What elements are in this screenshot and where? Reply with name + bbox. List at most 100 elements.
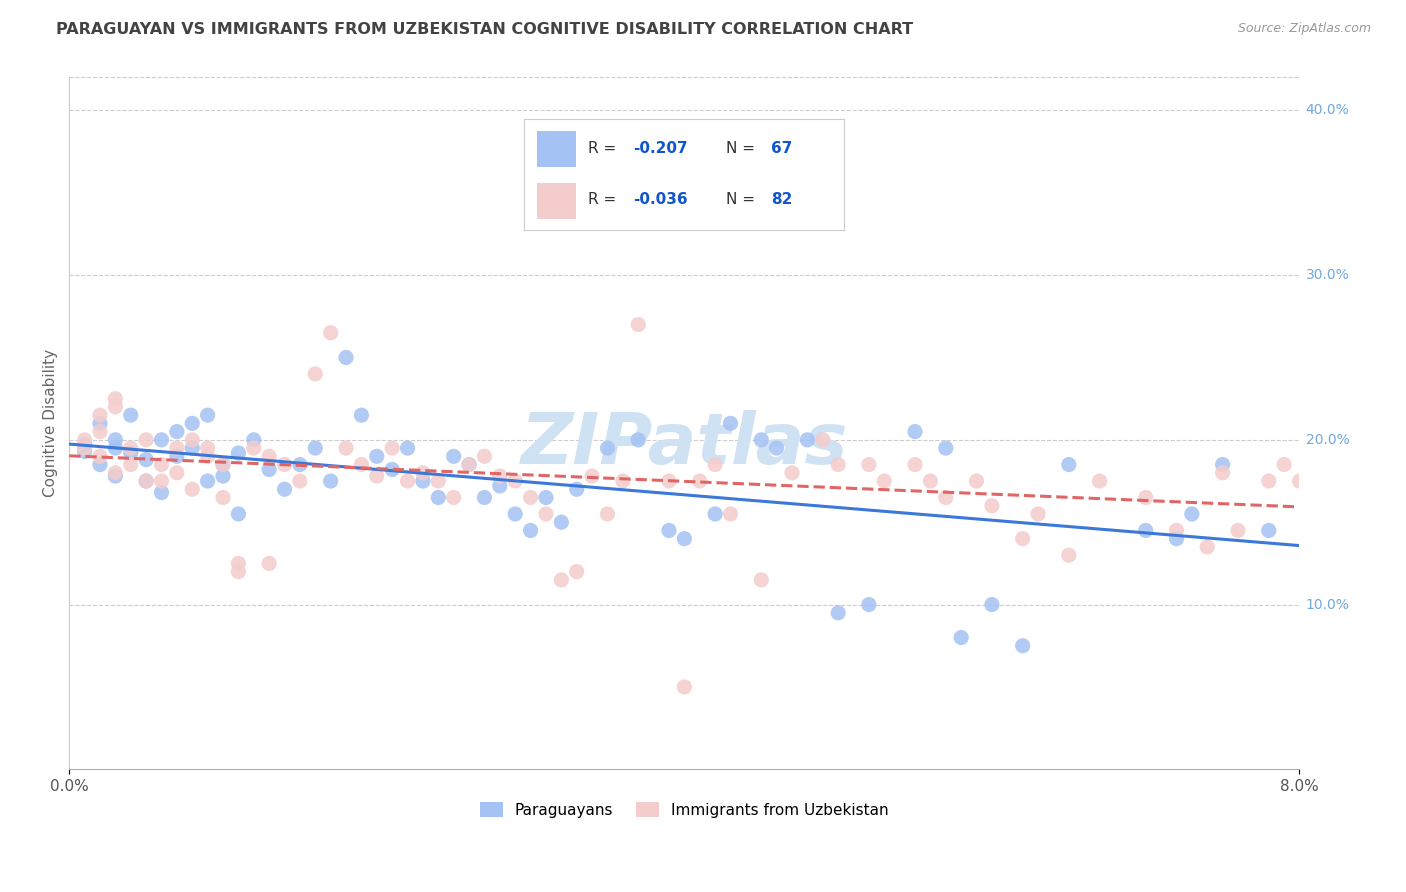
Point (858, 458, 880, 472)
Point (627, 318, 650, 332)
Point (550, 515, 572, 529)
Point (396, 441, 419, 455)
Point (89, 450, 111, 464)
Point (673, 532, 696, 546)
Point (181, 483, 204, 497)
Point (366, 469, 388, 483)
Point (534, 507, 557, 521)
Point (288, 458, 311, 472)
Point (242, 433, 264, 447)
Point (503, 474, 526, 488)
Text: 40.0%: 40.0% (1306, 103, 1350, 118)
Point (166, 441, 188, 455)
Point (1026, 507, 1049, 521)
Point (474, 491, 496, 505)
Point (920, 474, 942, 488)
Point (181, 433, 204, 447)
Point (335, 351, 357, 365)
Point (257, 450, 280, 464)
Point (135, 474, 157, 488)
Text: Source: ZipAtlas.com: Source: ZipAtlas.com (1237, 22, 1371, 36)
Point (273, 483, 295, 497)
Point (73, 433, 96, 447)
Point (104, 466, 127, 480)
Point (550, 573, 572, 587)
Point (904, 458, 927, 472)
Point (534, 491, 557, 505)
Point (581, 469, 603, 483)
Point (503, 507, 526, 521)
Point (89, 408, 111, 422)
Point (519, 524, 541, 538)
Point (304, 367, 326, 381)
Point (673, 169, 696, 184)
Point (765, 441, 787, 455)
Text: 10.0%: 10.0% (1306, 598, 1350, 612)
Point (565, 565, 588, 579)
Point (658, 524, 681, 538)
Point (443, 450, 465, 464)
Point (257, 462, 280, 476)
Legend: Paraguayans, Immigrants from Uzbekistan: Paraguayans, Immigrants from Uzbekistan (474, 796, 896, 824)
Point (197, 474, 219, 488)
Point (166, 450, 188, 464)
Text: PARAGUAYAN VS IMMIGRANTS FROM UZBEKISTAN COGNITIVE DISABILITY CORRELATION CHART: PARAGUAYAN VS IMMIGRANTS FROM UZBEKISTAN… (56, 22, 914, 37)
Point (689, 474, 711, 488)
Point (396, 474, 419, 488)
Point (749, 573, 772, 587)
Point (150, 433, 173, 447)
Point (335, 441, 357, 455)
Point (873, 474, 896, 488)
Point (1257, 524, 1279, 538)
Point (319, 474, 342, 488)
Point (150, 485, 173, 500)
Point (796, 433, 818, 447)
Point (935, 491, 957, 505)
Point (366, 450, 388, 464)
Point (1057, 548, 1080, 562)
Point (565, 483, 588, 497)
Text: ZIPatlas: ZIPatlas (520, 409, 848, 479)
Point (304, 441, 326, 455)
Point (212, 491, 235, 505)
Point (319, 326, 342, 340)
Point (181, 417, 204, 431)
Point (720, 417, 742, 431)
Point (166, 466, 188, 480)
Point (443, 491, 465, 505)
Point (1088, 474, 1111, 488)
Point (935, 441, 957, 455)
Point (135, 433, 157, 447)
Point (350, 458, 373, 472)
Point (612, 474, 634, 488)
Point (720, 507, 742, 521)
Point (381, 441, 404, 455)
Point (150, 474, 173, 488)
Point (212, 458, 235, 472)
Point (228, 565, 250, 579)
Point (73, 438, 96, 452)
Point (166, 425, 188, 439)
Point (658, 474, 681, 488)
Point (412, 474, 434, 488)
Point (1272, 458, 1295, 472)
Point (89, 458, 111, 472)
Point (228, 557, 250, 571)
Point (288, 474, 311, 488)
Point (197, 441, 219, 455)
Point (458, 458, 481, 472)
Point (827, 606, 849, 620)
Point (488, 469, 510, 483)
Point (673, 680, 696, 694)
Point (1197, 540, 1219, 554)
Point (966, 474, 988, 488)
Point (1288, 474, 1310, 488)
Point (704, 458, 727, 472)
Point (1166, 524, 1188, 538)
Point (73, 444, 96, 458)
Point (1303, 491, 1326, 505)
Point (427, 491, 450, 505)
Point (1011, 639, 1033, 653)
Point (120, 441, 142, 455)
Y-axis label: Cognitive Disability: Cognitive Disability (44, 350, 58, 498)
